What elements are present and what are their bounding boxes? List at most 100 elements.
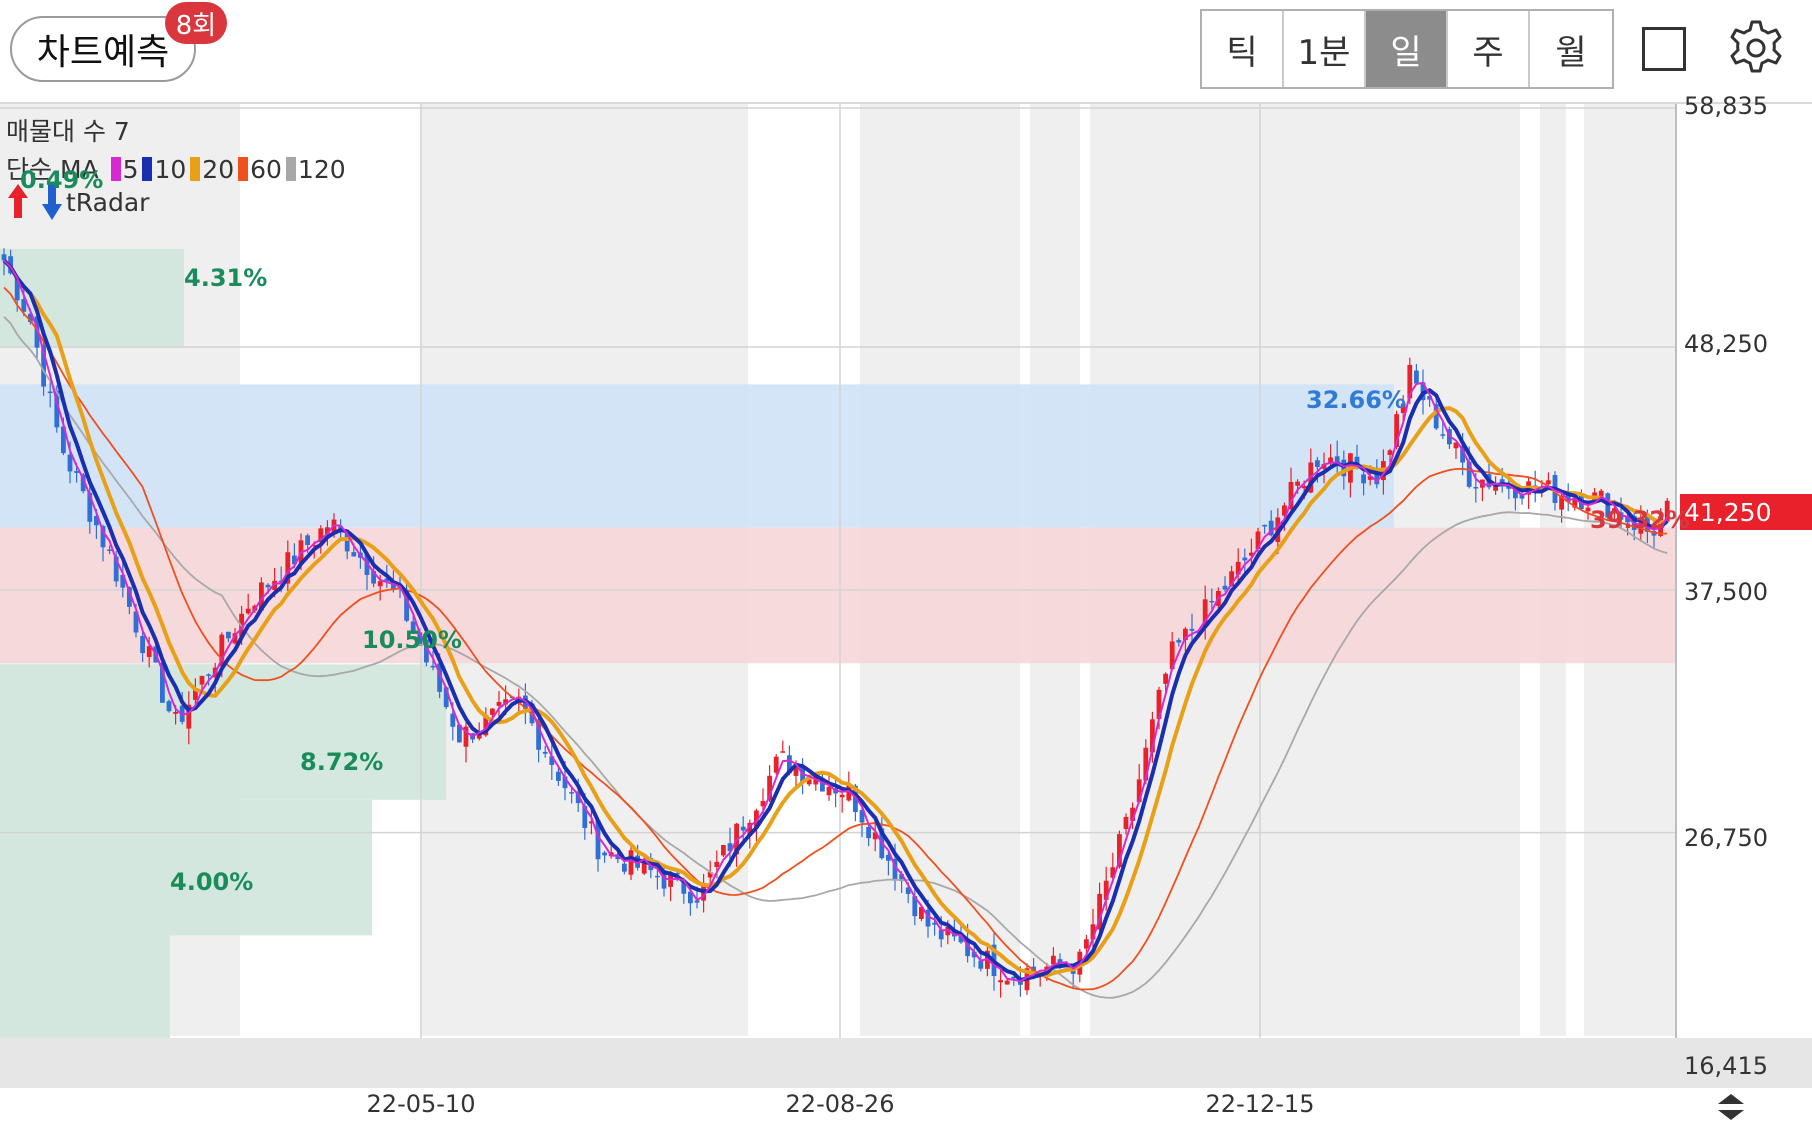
candle-body: [1268, 520, 1274, 536]
gear-icon[interactable]: [1726, 18, 1786, 78]
candle-body: [958, 933, 964, 943]
candle-body: [773, 756, 779, 773]
candle-body: [127, 587, 132, 607]
candle-body: [1400, 403, 1406, 414]
candle-body: [1321, 463, 1327, 469]
volume-profile-legend: 매물대 수 7: [6, 117, 130, 146]
candle-body: [1189, 628, 1195, 631]
ma-period-label: 10: [154, 155, 187, 184]
candle-body: [1407, 364, 1413, 399]
candle-body: [602, 852, 607, 856]
candle-body: [490, 708, 495, 715]
candle-body: [1262, 524, 1267, 527]
candle-body: [166, 701, 172, 712]
candle-body: [839, 794, 845, 798]
candle-body: [1295, 481, 1300, 486]
candle-body: [622, 863, 627, 872]
candle-body: [1427, 396, 1432, 400]
candle-body: [965, 938, 970, 957]
candle-body: [536, 720, 541, 750]
candle-body: [107, 549, 112, 551]
candle-body: [496, 701, 502, 706]
candle-body: [1163, 673, 1168, 684]
candle-body: [199, 675, 205, 685]
period-tab[interactable]: 틱: [1202, 11, 1284, 87]
ma5-line: [3, 259, 1669, 983]
candle-body: [87, 492, 93, 522]
ma-color-key: [238, 157, 249, 181]
candle-body: [582, 805, 588, 828]
candle-body: [219, 634, 225, 667]
candle-body: [1018, 981, 1023, 985]
candle-body: [265, 584, 271, 588]
candle-body: [463, 726, 469, 747]
candle-body: [1156, 689, 1162, 720]
candle-body: [1229, 571, 1234, 587]
volume-band: [0, 384, 1394, 528]
ma-period-label: 60: [250, 155, 282, 184]
candle-body: [1546, 480, 1551, 485]
x-tick-label: 22-08-26: [785, 1090, 895, 1118]
candle-body: [912, 896, 918, 917]
candle-body: [1565, 494, 1571, 502]
candle-body: [787, 755, 792, 774]
candle-body: [932, 922, 937, 925]
ma120-line: [3, 316, 1668, 999]
candle-body: [74, 471, 79, 473]
candle-body: [866, 826, 871, 839]
candle-body: [173, 711, 178, 714]
chart-canvas[interactable]: [0, 104, 1812, 1127]
candle-body: [1387, 450, 1393, 455]
candle-body: [1070, 970, 1076, 974]
candle-body: [417, 632, 423, 646]
candle-body: [232, 633, 238, 644]
candle-body: [391, 582, 396, 590]
candle-body: [226, 631, 231, 639]
candle-body: [661, 870, 667, 889]
period-tab[interactable]: 일: [1366, 11, 1448, 87]
volume-profile-pct: 10.50%: [362, 626, 462, 654]
candle-body: [575, 791, 581, 804]
resize-handle-icon[interactable]: [1716, 1092, 1746, 1122]
candle-body: [305, 535, 310, 545]
candle-body: [740, 826, 746, 831]
candle-body: [688, 891, 693, 904]
candle-body: [1, 254, 7, 261]
candle-body: [28, 313, 33, 323]
candle-body: [1051, 955, 1056, 965]
candle-body: [595, 820, 601, 860]
y-tick-label: 58,835: [1684, 92, 1768, 120]
candle-body: [549, 756, 555, 765]
candle-body: [344, 532, 350, 552]
period-tab[interactable]: 월: [1530, 11, 1612, 87]
candle-body: [1315, 460, 1320, 467]
square-outline-icon[interactable]: [1642, 27, 1686, 71]
candle-body: [186, 704, 192, 729]
candle-body: [245, 608, 251, 614]
candle-body: [556, 771, 561, 781]
period-tab[interactable]: 주: [1448, 11, 1530, 87]
candle-body: [859, 810, 865, 823]
candle-body: [1334, 456, 1340, 466]
volume-profile-pct: 39.32%: [1590, 506, 1690, 534]
candle-body: [1572, 498, 1578, 508]
candle-body: [34, 316, 40, 348]
candle-body: [1249, 552, 1254, 556]
candle-body: [1374, 471, 1380, 485]
period-tab[interactable]: 1분: [1284, 11, 1366, 87]
chart-predict-label: 차트예측: [36, 32, 170, 73]
ma-period-label: 20: [202, 155, 235, 184]
volume-profile-pct: 8.72%: [300, 748, 384, 776]
candle-body: [285, 552, 291, 584]
candle-body: [457, 724, 462, 743]
candle-body: [410, 621, 416, 633]
candle-body: [1150, 719, 1155, 753]
candle-body: [707, 872, 713, 878]
price-chart[interactable]: 매물대 수 7 단순 MA 5 10 20 60 120 tRadar 58,835 4…: [0, 92, 1812, 1127]
candle-body: [820, 779, 825, 792]
candle-body: [47, 391, 53, 394]
candle-body: [1235, 561, 1241, 575]
volume-profile-pct: 4.31%: [184, 264, 268, 292]
volume-profile-pct: 0.49%: [20, 166, 104, 194]
current-price-tag: 41,250: [1680, 494, 1812, 530]
